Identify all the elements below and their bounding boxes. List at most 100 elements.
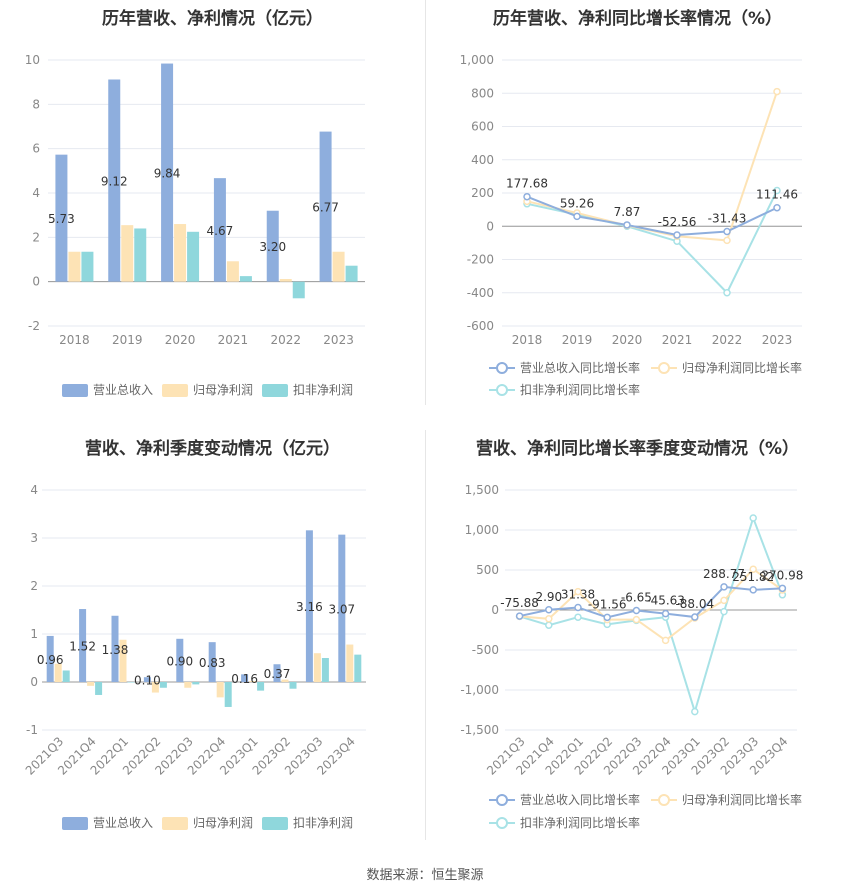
data-point bbox=[720, 596, 728, 605]
data-point bbox=[545, 615, 553, 623]
bar bbox=[338, 534, 346, 682]
bar bbox=[143, 677, 151, 682]
legend-swatch-marker bbox=[658, 362, 670, 374]
quarterly-bar-chart: 43210-12021Q32021Q42022Q12022Q22022Q3202… bbox=[23, 483, 366, 830]
y-tick-label: -1,000 bbox=[460, 683, 499, 697]
bar bbox=[121, 225, 134, 282]
bar bbox=[346, 644, 354, 682]
data-point bbox=[723, 227, 731, 236]
data-label: 3.16 bbox=[296, 600, 323, 614]
bar bbox=[273, 664, 281, 682]
data-label: 111.46 bbox=[756, 188, 798, 202]
data-label: -6.65 bbox=[621, 591, 652, 605]
y-tick-label: 8 bbox=[32, 97, 40, 111]
bar bbox=[208, 642, 216, 682]
data-point bbox=[573, 212, 581, 221]
y-tick-label: 1 bbox=[30, 627, 38, 641]
bar bbox=[241, 674, 249, 682]
bar bbox=[55, 154, 68, 282]
bar bbox=[119, 639, 127, 682]
y-tick-label: 0 bbox=[32, 275, 40, 289]
data-point bbox=[691, 707, 699, 716]
y-tick-label: -400 bbox=[467, 286, 494, 300]
quarterly-bar-panel: 营收、净利季度变动情况（亿元） 4 3 2 1 0 -1 2021Q3 2021Q4 2022Q… bbox=[0, 430, 425, 850]
bar bbox=[79, 609, 87, 682]
y-tick-label: -600 bbox=[467, 319, 494, 333]
x-tick-label: 2022 bbox=[270, 333, 301, 347]
bar bbox=[224, 682, 232, 707]
data-point bbox=[632, 615, 641, 624]
legend-swatch bbox=[262, 384, 288, 397]
bar bbox=[281, 679, 289, 682]
y-tick-label: -1 bbox=[26, 723, 38, 737]
legend-label: 归母净利润同比增长率 bbox=[682, 360, 802, 375]
data-label: 1.38 bbox=[102, 643, 129, 657]
data-label: 0.37 bbox=[264, 667, 291, 681]
data-point bbox=[603, 613, 611, 622]
bar bbox=[161, 63, 174, 282]
data-point bbox=[515, 612, 524, 620]
y-tick-label: 4 bbox=[30, 483, 38, 497]
data-label: 7.87 bbox=[614, 205, 641, 219]
legend-swatch-marker bbox=[658, 794, 670, 806]
x-tick-label: 2020 bbox=[612, 333, 643, 347]
bar bbox=[151, 682, 159, 693]
data-label: 5.73 bbox=[48, 212, 75, 226]
legend-label: 扣非净利润 bbox=[293, 816, 353, 830]
legend-label: 归母净利润同比增长率 bbox=[682, 792, 802, 807]
legend-swatch-marker bbox=[496, 817, 508, 829]
data-point bbox=[661, 636, 670, 645]
quarterly-growth-panel: 营收、净利同比增长率季度变动情况（%） 1,500 1,000 500 0 -500 -1… bbox=[425, 430, 850, 850]
legend-swatch-marker bbox=[496, 384, 508, 396]
data-point bbox=[720, 583, 728, 591]
bar bbox=[87, 682, 95, 686]
bar bbox=[257, 682, 265, 691]
x-tick-label: 2022 bbox=[712, 333, 743, 347]
data-label: 0.16 bbox=[231, 672, 258, 686]
data-label: 9.12 bbox=[101, 175, 128, 189]
data-label: 0.83 bbox=[199, 656, 226, 670]
x-tick-label: 2021 bbox=[218, 333, 249, 347]
legend-swatch bbox=[62, 817, 88, 830]
data-point bbox=[749, 565, 757, 573]
legend-label: 营业总收入 bbox=[93, 816, 153, 830]
data-point bbox=[632, 606, 641, 615]
y-tick-label: -1,500 bbox=[460, 723, 499, 737]
bar bbox=[81, 251, 94, 282]
annual-growth-chart: 1,000 800 600 400 200 0 -200 -400 -600 2018 2019 20… bbox=[460, 53, 802, 397]
annual-growth-panel: 历年营收、净利同比增长率情况（%） 1,000 800 600 400 200 0 -200… bbox=[425, 0, 850, 410]
data-label: 0.90 bbox=[166, 654, 193, 668]
data-point bbox=[778, 584, 787, 593]
legend-label: 归母净利润 bbox=[193, 816, 253, 830]
data-point bbox=[773, 203, 781, 212]
data-label: 6.77 bbox=[312, 201, 339, 215]
data-label: 59.26 bbox=[560, 196, 594, 210]
series-line bbox=[519, 585, 783, 619]
data-label: 1.52 bbox=[69, 640, 96, 654]
bar bbox=[184, 682, 192, 688]
data-point bbox=[623, 221, 631, 229]
data-point bbox=[574, 587, 582, 596]
y-tick-label: 2 bbox=[30, 579, 38, 593]
x-tick-label: 2019 bbox=[112, 333, 143, 347]
series-line bbox=[519, 567, 783, 642]
data-point bbox=[723, 236, 731, 245]
bar bbox=[159, 682, 167, 688]
data-label: 9.84 bbox=[154, 167, 181, 181]
data-label: 251.82 bbox=[732, 570, 774, 584]
y-tick-label: 6 bbox=[32, 142, 40, 156]
legend-label: 归母净利润 bbox=[193, 383, 253, 397]
data-point bbox=[523, 192, 531, 201]
bar bbox=[176, 638, 184, 682]
y-tick-label: 0 bbox=[30, 675, 38, 689]
data-point bbox=[773, 87, 781, 96]
bar bbox=[187, 231, 200, 282]
data-point bbox=[773, 186, 781, 195]
bar bbox=[213, 178, 226, 282]
bar bbox=[95, 682, 103, 695]
data-label: 0.96 bbox=[37, 653, 64, 667]
legend-swatch bbox=[262, 817, 288, 830]
y-tick-label: 10 bbox=[25, 53, 40, 67]
legend-label: 扣非净利润同比增长率 bbox=[520, 382, 640, 397]
x-tick-label: 2023 bbox=[762, 333, 793, 347]
